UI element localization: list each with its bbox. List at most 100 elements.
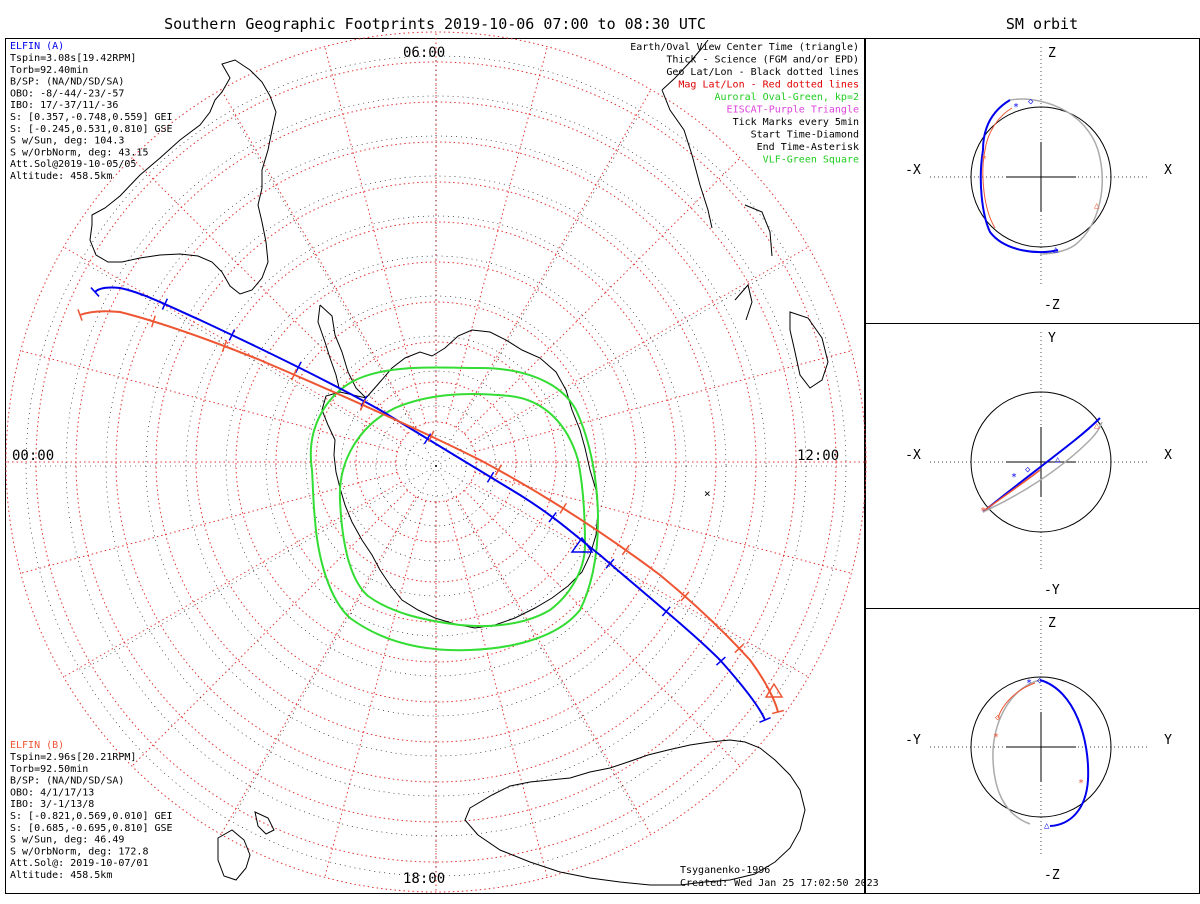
orbit-xz-b-path bbox=[982, 107, 1013, 229]
orbit-xz-a-path bbox=[979, 149, 1059, 254]
info-line: S: [-0.245,0.531,0.810] GSE bbox=[10, 124, 173, 135]
info-line: Altitude: 458.5km bbox=[10, 870, 112, 881]
orbit-title: SM orbit bbox=[1006, 15, 1078, 33]
geo-lon-line bbox=[80, 465, 437, 672]
orbit-yz-b-asterisk: * bbox=[1078, 778, 1084, 789]
track-tick-mark bbox=[161, 298, 169, 310]
geo-lon-line bbox=[435, 465, 642, 822]
track-tick-mark bbox=[150, 315, 156, 328]
mag-lon-line bbox=[63, 481, 402, 678]
info-line: OBO: 4/1/17/13 bbox=[10, 787, 94, 798]
legend-entry: Start Time-Diamond bbox=[751, 130, 859, 141]
map-frame bbox=[5, 38, 865, 894]
orbit-axis-label: Z bbox=[1048, 616, 1056, 631]
track-tick-mark bbox=[77, 309, 83, 321]
mag-lon-line bbox=[445, 500, 548, 878]
coastlines bbox=[89, 39, 829, 886]
mag-lon-line bbox=[470, 246, 809, 443]
track-tick-mark bbox=[90, 287, 100, 297]
legend-entry: End Time-Asterisk bbox=[757, 142, 859, 153]
created-label: Created: Wed Jan 25 17:02:50 2023 bbox=[680, 878, 879, 889]
orbit-xy-b-path bbox=[984, 469, 1041, 511]
orbit-panel-xz: Z -Z -X X * * ◇ △ △ bbox=[905, 46, 1172, 313]
track-tick-mark bbox=[680, 591, 690, 602]
orbit-xy-start-diamond: ◇ bbox=[1025, 465, 1031, 475]
mag-lon-line bbox=[474, 350, 852, 453]
track-tick-mark bbox=[715, 656, 726, 666]
track-tick-mark bbox=[734, 643, 745, 654]
info-line: OBO: -8/-44/-23/-57 bbox=[10, 88, 124, 99]
orbit-xz-gray-path bbox=[1009, 98, 1103, 255]
orbit-yz-start-diamond: ◇ bbox=[1037, 676, 1043, 686]
legend-entry: VLF-Green Square bbox=[763, 155, 859, 166]
track-tick-mark bbox=[290, 368, 298, 381]
elfin-a-name: ELFIN (A) bbox=[10, 41, 64, 52]
mag-lon-line bbox=[474, 471, 852, 574]
orbit-xy-b-end-asterisk: * bbox=[980, 506, 986, 517]
polar-map: × 06:00 00:00 12:00 18:00 bbox=[5, 31, 867, 893]
info-line: Tspin=3.08s[19.42RPM] bbox=[10, 53, 136, 64]
legend-entry: Mag Lat/Lon - Red dotted lines bbox=[678, 80, 859, 91]
geo-lon-line bbox=[230, 465, 437, 822]
track-tick-mark bbox=[559, 502, 568, 514]
antarctic-peninsula-coastline bbox=[317, 304, 367, 399]
geographic-grid bbox=[25, 55, 847, 877]
orbit-axis-label: X bbox=[1164, 448, 1172, 463]
mag-lon-line bbox=[220, 89, 417, 428]
earth-circle bbox=[970, 676, 1112, 818]
track-tick-mark bbox=[423, 433, 432, 445]
orbit-axis-label: X bbox=[1164, 163, 1172, 178]
orbit-axis-label: -X bbox=[905, 163, 921, 178]
legend-entry: Earth/Oval View Center Time (triangle) bbox=[630, 42, 859, 53]
track-tick-mark bbox=[228, 329, 236, 341]
orbit-xz-a-path-2 bbox=[982, 99, 1011, 151]
earth-circle bbox=[970, 391, 1112, 533]
elfin-b-name: ELFIN (B) bbox=[10, 740, 64, 751]
orbit-xz-a-end-asterisk: * bbox=[1013, 102, 1019, 113]
info-line: B/SP: (NA/ND/SD/SA) bbox=[10, 77, 124, 88]
elfin-b-view-center-triangle bbox=[764, 682, 784, 698]
info-line: S w/Sun, deg: 46.49 bbox=[10, 835, 124, 846]
model-label: Tsyganenko-1996 bbox=[680, 865, 770, 876]
mag-lon-line bbox=[20, 350, 398, 453]
geo-lon-line bbox=[230, 110, 437, 467]
mag-lon-line bbox=[463, 157, 741, 435]
track-tick-mark bbox=[661, 606, 671, 617]
hour-label-right: 12:00 bbox=[797, 448, 839, 464]
mag-lat-circle bbox=[355, 381, 517, 543]
orbit-yz-a-end-asterisk: * bbox=[1026, 678, 1032, 689]
hour-label-top: 06:00 bbox=[403, 45, 445, 61]
info-line: S: [-0.821,0.569,0.010] GEI bbox=[10, 811, 173, 822]
geo-lon-line bbox=[435, 260, 792, 467]
madagascar-coastline bbox=[789, 311, 829, 389]
orbit-xz-a-triangle: △ bbox=[1053, 245, 1059, 255]
orbit-xz-start-diamond: ◇ bbox=[1028, 97, 1034, 107]
auroral-oval-inner bbox=[338, 393, 587, 628]
orbit-xz-b-end-asterisk: * bbox=[981, 154, 987, 165]
track-tick-mark bbox=[295, 361, 302, 373]
mag-lat-circle bbox=[5, 31, 867, 893]
new-zealand-coastline bbox=[217, 811, 275, 881]
info-line: Tspin=2.96s[20.21RPM] bbox=[10, 752, 136, 763]
info-line: S w/OrbNorm, deg: 172.8 bbox=[10, 846, 148, 857]
elfin-b-track bbox=[79, 310, 779, 713]
geo-lat-circle bbox=[25, 55, 847, 877]
mag-lon-line bbox=[324, 500, 427, 878]
legend-entry: EISCAT-Purple Triangle bbox=[727, 105, 859, 116]
orbit-axis-label: -X bbox=[905, 448, 921, 463]
orbit-xy-gray-path bbox=[982, 421, 1103, 513]
main-title: Southern Geographic Footprints 2019-10-0… bbox=[164, 15, 706, 33]
elfin-a-tick-marks bbox=[90, 287, 771, 724]
elfin-a-view-center-triangle bbox=[570, 536, 594, 553]
auroral-oval-outer bbox=[309, 366, 600, 652]
orbit-xy-a-triangle: △ bbox=[1055, 455, 1061, 465]
info-line: Torb=92.50min bbox=[10, 764, 88, 775]
legend-entry: Auroral Oval-Green, kp=2 bbox=[715, 92, 860, 103]
mag-lon-line bbox=[63, 246, 402, 443]
geo-lon-line bbox=[435, 465, 792, 672]
info-line: S: [0.685,-0.695,0.810] GSE bbox=[10, 823, 173, 834]
orbit-xy-a-path bbox=[982, 417, 1101, 513]
mag-lon-line bbox=[131, 489, 409, 767]
legend-entry: Thick - Science (FGM and/or EPD) bbox=[666, 55, 859, 66]
